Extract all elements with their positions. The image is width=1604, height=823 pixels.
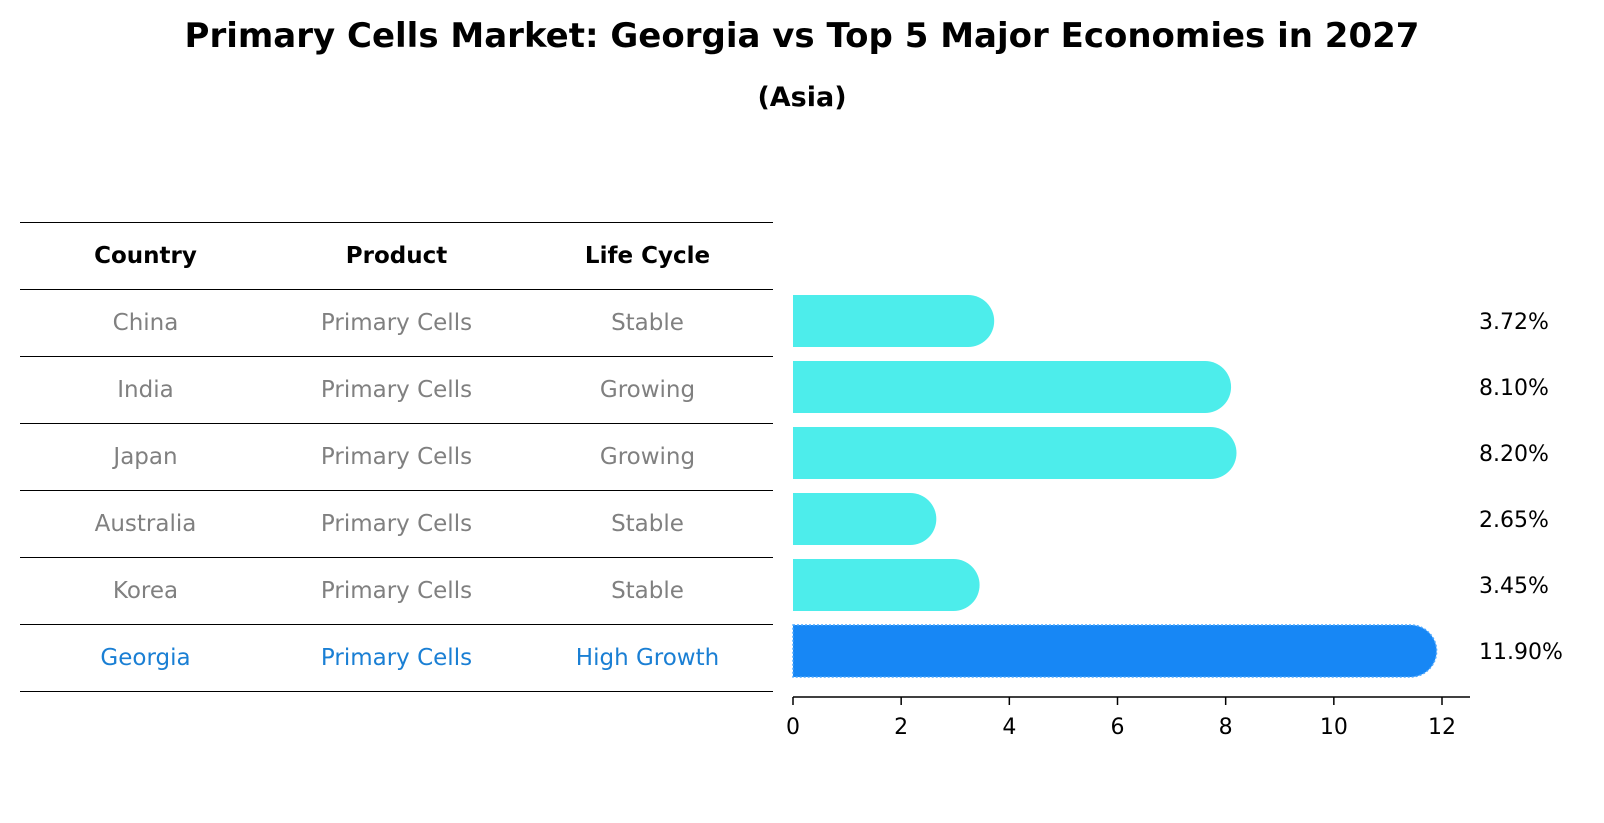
x-tick-label: 10 [1320, 715, 1348, 740]
x-tick-label: 6 [1111, 715, 1125, 740]
table-row: Japan Primary Cells Growing [20, 423, 773, 490]
bar-japan [793, 427, 1237, 479]
cell-country: India [117, 377, 174, 403]
cell-country: Georgia [100, 645, 191, 671]
bar-australia [793, 493, 937, 545]
cell-country: Australia [94, 511, 197, 537]
x-tick-label: 8 [1219, 715, 1233, 740]
cell-product: Primary Cells [320, 444, 473, 470]
cell-life-cycle: Stable [611, 578, 684, 604]
cell-life-cycle: High Growth [575, 645, 720, 671]
cell-product: Primary Cells [320, 377, 473, 403]
cell-product: Primary Cells [320, 511, 473, 537]
bar-korea [793, 559, 980, 611]
chart-title: Primary Cells Market: Georgia vs Top 5 M… [184, 16, 1420, 56]
data-table: Country Product Life Cycle China Primary… [20, 222, 773, 692]
bar-value-label: 8.20% [1479, 442, 1549, 467]
table-row: Korea Primary Cells Stable [20, 557, 773, 624]
bar-value-label: 8.10% [1479, 376, 1549, 401]
cell-country: Japan [113, 444, 178, 470]
bar-china [793, 295, 995, 347]
cell-life-cycle: Stable [611, 511, 684, 537]
cell-life-cycle: Stable [611, 310, 684, 336]
header-country: Country [94, 243, 197, 269]
bar-georgia [792, 624, 1438, 678]
bar-value-label: 11.90% [1479, 640, 1563, 665]
header-life-cycle: Life Cycle [584, 243, 711, 269]
chart-subtitle: (Asia) [757, 82, 847, 113]
cell-product: Primary Cells [320, 645, 473, 671]
x-tick-label: 2 [894, 715, 908, 740]
table-row: China Primary Cells Stable [20, 289, 773, 356]
table-row-highlight: Georgia Primary Cells High Growth [20, 624, 773, 692]
cell-country: China [112, 310, 179, 336]
table-row: Australia Primary Cells Stable [20, 490, 773, 557]
bar-value-label: 2.65% [1479, 508, 1549, 533]
cell-product: Primary Cells [320, 578, 473, 604]
bar-india [793, 361, 1232, 413]
x-tick-label: 4 [1002, 715, 1016, 740]
cell-life-cycle: Growing [599, 444, 696, 470]
x-tick-label: 12 [1428, 715, 1456, 740]
bar-value-label: 3.72% [1479, 310, 1549, 335]
table-header-row: Country Product Life Cycle [20, 222, 773, 289]
x-tick-label: 0 [786, 715, 800, 740]
cell-life-cycle: Growing [599, 377, 696, 403]
bar-value-label: 3.45% [1479, 574, 1549, 599]
cell-product: Primary Cells [320, 310, 473, 336]
cell-country: Korea [112, 578, 179, 604]
table-row: India Primary Cells Growing [20, 356, 773, 423]
header-product: Product [345, 243, 448, 269]
